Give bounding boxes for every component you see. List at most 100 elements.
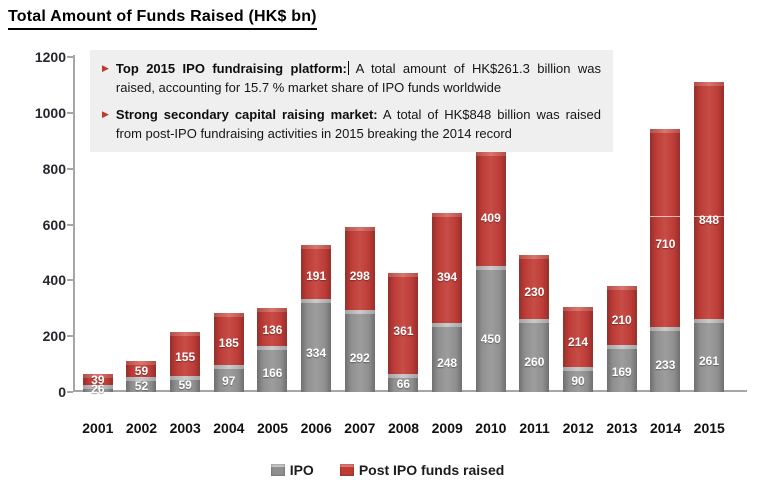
segment-value-label: 191: [306, 269, 327, 284]
annotation-text: Strong secondary capital raising market:…: [115, 107, 601, 141]
post-ipo-segment-2013[interactable]: 210: [606, 286, 637, 345]
segment-value-label: 166: [262, 365, 283, 380]
ipo-segment-2015[interactable]: 261: [694, 319, 725, 392]
post-ipo-segment-2014[interactable]: 710: [650, 128, 681, 327]
post-ipo-segment-2005[interactable]: 136: [257, 307, 288, 346]
x-axis-label-2013: 2013: [606, 420, 638, 436]
legend-label: Post IPO funds raised: [358, 462, 505, 478]
y-tick-label-600: 600: [42, 216, 66, 233]
post-ipo-segment-2008[interactable]: 361: [388, 272, 419, 374]
x-axis-label-2001: 2001: [82, 420, 114, 436]
segment-value-label: 361: [393, 324, 414, 339]
annotation-box: ▶ Top 2015 IPO fundraising platform: A to…: [90, 50, 613, 152]
segment-value-label: 292: [349, 350, 370, 365]
post-ipo-segment-2007[interactable]: 298: [344, 227, 375, 311]
y-tick-label-800: 800: [42, 160, 66, 177]
post-ipo-segment-2004[interactable]: 185: [213, 313, 244, 365]
y-tick-label-1000: 1000: [34, 104, 66, 121]
post-ipo-segment-2009[interactable]: 394: [432, 212, 463, 323]
ipo-segment-2007[interactable]: 292: [344, 310, 375, 392]
y-tick-label-1200: 1200: [34, 49, 66, 65]
y-tick-label-200: 200: [42, 328, 66, 345]
ipo-segment-2014[interactable]: 233: [650, 326, 681, 392]
faint-gridline: [638, 216, 746, 217]
post-ipo-segment-2003[interactable]: 155: [170, 332, 201, 376]
post-ipo-segment-2001[interactable]: 39: [82, 373, 113, 387]
segment-value-label: 260: [524, 354, 545, 369]
segment-value-label: 210: [611, 313, 632, 328]
legend-label: IPO: [289, 462, 314, 478]
ipo-segment-2012[interactable]: 90: [563, 366, 594, 392]
ipo-segment-2008[interactable]: 66: [388, 373, 419, 392]
segment-value-label: 59: [134, 363, 149, 378]
bar-2013[interactable]: 210 169: [606, 286, 637, 392]
bar-2003[interactable]: 155 59: [170, 332, 201, 393]
text-cursor: [347, 61, 349, 75]
legend-item-ipo[interactable]: IPO: [270, 462, 314, 478]
bar-2012[interactable]: 214 90: [563, 307, 594, 392]
ipo-segment-2009[interactable]: 248: [432, 322, 463, 392]
ipo-segment-2003[interactable]: 59: [170, 375, 201, 393]
x-axis-label-2010: 2010: [475, 420, 507, 436]
ipo-segment-2006[interactable]: 334: [301, 298, 332, 392]
ipo-segment-2011[interactable]: 260: [519, 319, 550, 392]
bullet-triangle-icon: ▶: [102, 109, 109, 119]
legend-item-post-ipo-funds-raised[interactable]: Post IPO funds raised: [339, 462, 505, 478]
segment-value-label: 90: [571, 374, 585, 389]
bar-2010[interactable]: 409 450: [475, 152, 506, 392]
post-ipo-segment-2011[interactable]: 230: [519, 255, 550, 320]
y-tick-mark: [67, 279, 73, 282]
bar-2004[interactable]: 185 97: [213, 313, 244, 392]
segment-value-label: 298: [349, 268, 370, 283]
x-axis-label-2008: 2008: [387, 420, 420, 436]
ipo-segment-2005[interactable]: 166: [257, 345, 288, 392]
x-axis-label-2009: 2009: [431, 420, 463, 436]
bar-2005[interactable]: 136 166: [257, 307, 288, 392]
x-axis-label-2004: 2004: [213, 420, 245, 436]
y-tick-label-400: 400: [42, 272, 66, 289]
x-axis-label-2007: 2007: [344, 420, 376, 436]
x-axis-label-2003: 2003: [169, 420, 201, 436]
y-tick-mark: [67, 111, 73, 114]
segment-value-label: 261: [699, 354, 720, 369]
y-tick-mark: [67, 56, 73, 58]
ipo-segment-2013[interactable]: 169: [606, 344, 637, 392]
bar-2002[interactable]: 59 52: [126, 361, 157, 393]
bar-2008[interactable]: 361 66: [388, 272, 419, 392]
ipo-segment-2002[interactable]: 52: [126, 377, 157, 393]
ipo-segment-2001[interactable]: 26: [82, 382, 113, 396]
x-axis-label-2005: 2005: [256, 420, 289, 436]
post-ipo-segment-2006[interactable]: 191: [301, 245, 332, 299]
post-ipo-segment-2015[interactable]: 848: [694, 82, 725, 320]
chart-title: Total Amount of Funds Raised (HK$ bn): [8, 8, 317, 30]
post-ipo-segment-2012[interactable]: 214: [563, 307, 594, 367]
x-axis-labels: 2001 2002 2003 2004 2005 2006 2007 2008 2009 2010…: [76, 420, 731, 436]
legend-swatch-icon: [339, 464, 354, 476]
post-ipo-segment-2010[interactable]: 409: [475, 152, 506, 267]
bar-2011[interactable]: 230 260: [519, 255, 550, 392]
segment-value-label: 334: [306, 345, 327, 360]
segment-value-label: 52: [134, 378, 149, 393]
x-axis-label-2014: 2014: [649, 420, 682, 436]
bullet-triangle-icon: ▶: [102, 63, 109, 73]
y-tick-mark: [67, 391, 73, 393]
y-tick-mark: [67, 223, 73, 226]
bar-2006[interactable]: 191 334: [301, 245, 332, 392]
post-ipo-segment-2002[interactable]: 59: [126, 361, 157, 378]
bar-2007[interactable]: 298 292: [344, 227, 375, 392]
bar-2009[interactable]: 394 248: [432, 212, 463, 392]
segment-value-label: 59: [178, 378, 192, 393]
segment-value-label: 97: [222, 373, 236, 388]
x-axis-label-2015: 2015: [693, 420, 725, 436]
legend-swatch-icon: [270, 464, 285, 476]
bar-2001[interactable]: 39 26: [82, 373, 113, 396]
segment-value-label: 450: [480, 332, 501, 347]
bar-plot-area: 39 26 59 52 155 59 185 97 136 166 191 334 298 292 361 6…: [76, 57, 731, 396]
bar-2014[interactable]: 710 233: [650, 128, 681, 392]
bar-2015[interactable]: 848 261: [694, 82, 725, 392]
x-axis-label-2002: 2002: [125, 420, 158, 436]
ipo-segment-2010[interactable]: 450: [475, 266, 506, 392]
segment-value-label: 26: [91, 381, 105, 396]
y-axis-line: [73, 55, 75, 392]
ipo-segment-2004[interactable]: 97: [213, 364, 244, 392]
